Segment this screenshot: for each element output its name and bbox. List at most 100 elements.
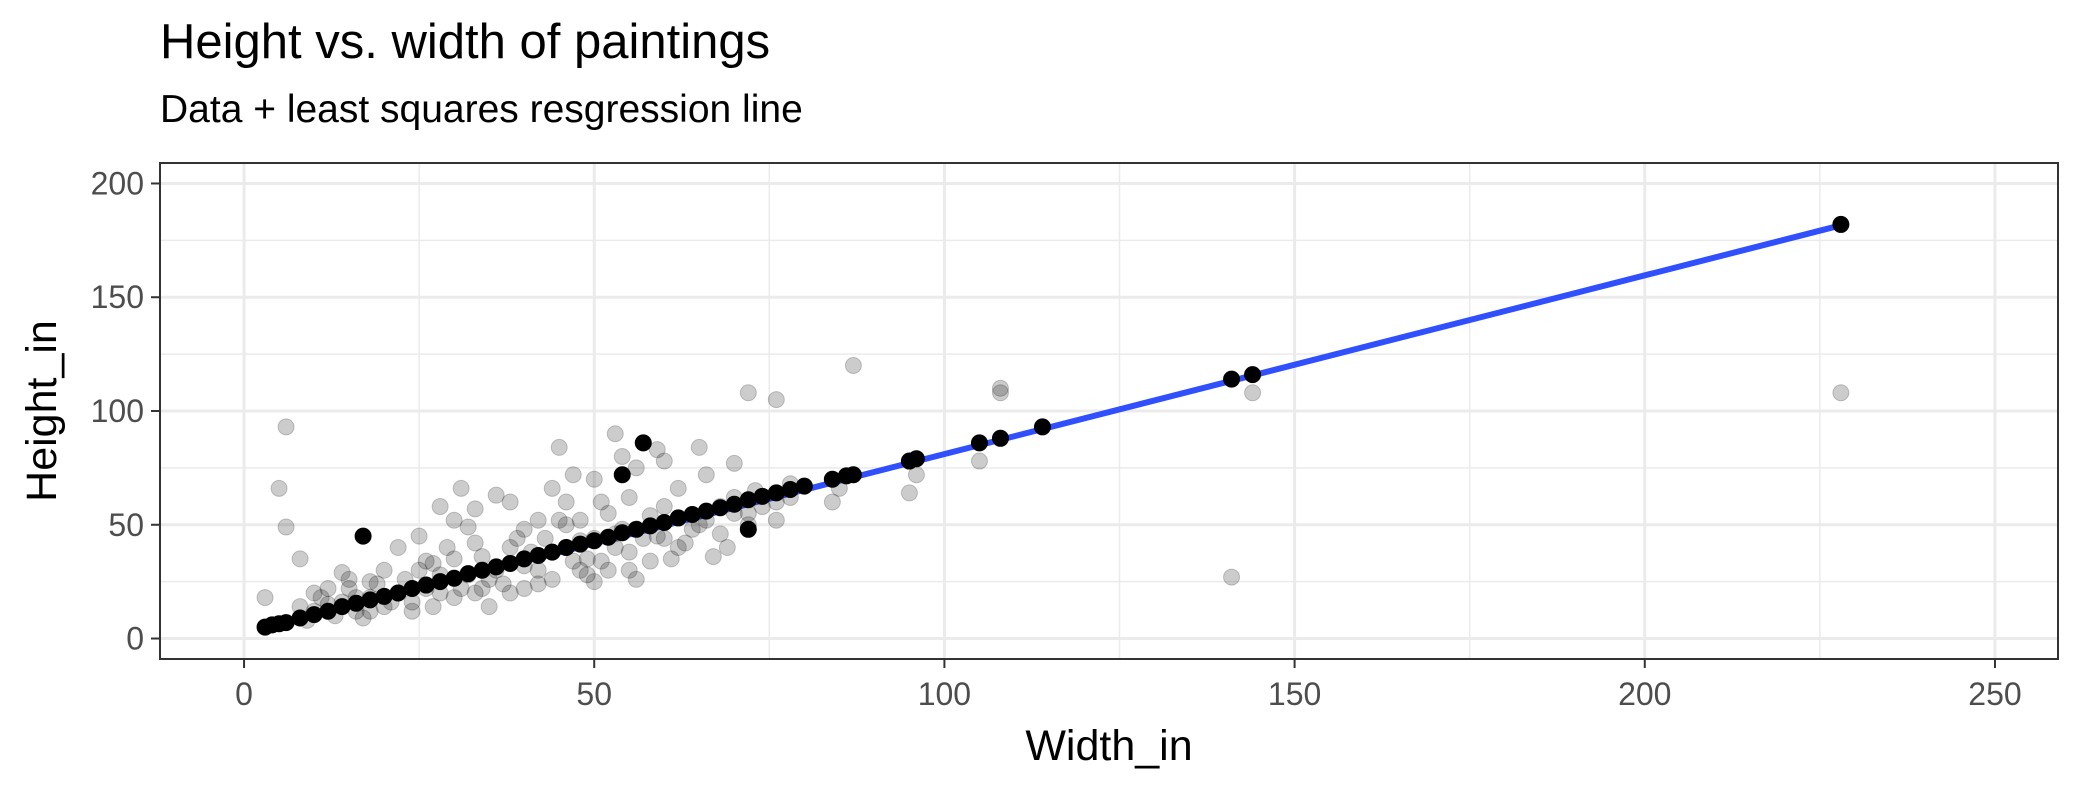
data-point	[403, 602, 421, 620]
fitted-point	[291, 609, 309, 627]
data-point	[410, 561, 428, 579]
data-point	[718, 539, 736, 557]
data-point	[704, 548, 722, 566]
data-point	[424, 554, 442, 572]
fitted-point	[473, 561, 491, 579]
grid-lines	[160, 163, 2058, 659]
data-point	[676, 534, 694, 552]
data-point	[620, 543, 638, 561]
fitted-point	[823, 470, 841, 488]
data-point	[1244, 384, 1262, 402]
data-point	[501, 493, 519, 511]
data-point	[564, 552, 582, 570]
data-point	[277, 518, 295, 536]
data-point	[424, 598, 442, 616]
fitted-point	[375, 587, 393, 605]
data-point	[592, 552, 610, 570]
y-axis-title: Height_in	[18, 320, 66, 502]
data-point	[305, 584, 323, 602]
data-point	[557, 516, 575, 534]
fitted-point	[361, 591, 379, 609]
data-point	[991, 379, 1009, 397]
data-point	[683, 520, 701, 538]
data-point	[340, 570, 358, 588]
fitted-point	[711, 499, 729, 517]
data-point	[466, 534, 484, 552]
data-point	[508, 529, 526, 547]
fitted-point	[739, 491, 757, 509]
data-point	[578, 566, 596, 584]
data-point	[389, 539, 407, 557]
fitted-point	[571, 535, 589, 553]
fitted-point	[739, 520, 757, 538]
data-point	[375, 561, 393, 579]
data-point	[725, 454, 743, 472]
fitted-point	[403, 579, 421, 597]
data-point	[515, 520, 533, 538]
x-tick-label: 0	[235, 676, 253, 712]
data-point	[991, 384, 1009, 402]
data-point	[256, 589, 274, 607]
data-point	[690, 438, 708, 456]
fitted-point	[1832, 215, 1850, 233]
fitted-point	[459, 565, 477, 583]
data-point	[620, 488, 638, 506]
data-point	[648, 441, 666, 459]
data-point	[557, 493, 575, 511]
data-point	[529, 511, 547, 529]
data-point	[333, 564, 351, 582]
x-tick-label: 200	[1618, 676, 1671, 712]
data-point	[970, 452, 988, 470]
data-point	[571, 511, 589, 529]
data-point	[627, 570, 645, 588]
data-point	[613, 448, 631, 466]
data-point	[627, 459, 645, 477]
fitted-point	[333, 598, 351, 616]
data-point	[501, 584, 519, 602]
fitted-point	[417, 576, 435, 594]
x-tick-label: 250	[1968, 676, 2021, 712]
fitted-point	[354, 527, 372, 545]
data-points-layer	[256, 215, 1850, 636]
fitted-point	[613, 466, 631, 484]
y-tick-label: 200	[91, 165, 144, 201]
data-point	[270, 479, 288, 497]
data-point	[452, 479, 470, 497]
data-point	[641, 552, 659, 570]
x-tick-label: 100	[918, 676, 971, 712]
data-point	[711, 525, 729, 543]
data-point	[459, 518, 477, 536]
chart-title: Height vs. width of paintings	[160, 15, 771, 69]
data-point	[662, 550, 680, 568]
data-point	[571, 561, 589, 579]
data-point	[319, 579, 337, 597]
data-point	[697, 466, 715, 484]
y-tick-label: 150	[91, 279, 144, 315]
data-point	[1832, 384, 1850, 402]
data-point	[550, 511, 568, 529]
data-point	[536, 529, 554, 547]
fitted-point	[431, 573, 449, 591]
data-point	[361, 573, 379, 591]
data-point	[445, 550, 463, 568]
fitted-point	[305, 606, 323, 624]
fitted-point	[781, 480, 799, 498]
data-point	[354, 609, 372, 627]
data-point	[466, 500, 484, 518]
fitted-point	[487, 558, 505, 576]
data-point	[620, 561, 638, 579]
data-point	[543, 479, 561, 497]
fitted-point	[795, 477, 813, 495]
data-point	[431, 498, 449, 516]
data-point	[466, 584, 484, 602]
data-point	[900, 484, 918, 502]
fitted-point	[669, 509, 687, 527]
fitted-point	[585, 532, 603, 550]
data-point	[410, 527, 428, 545]
data-point	[494, 575, 512, 593]
data-point	[739, 384, 757, 402]
data-point	[655, 498, 673, 516]
fitted-point	[634, 434, 652, 452]
data-point	[767, 391, 785, 409]
data-point	[1223, 568, 1241, 586]
